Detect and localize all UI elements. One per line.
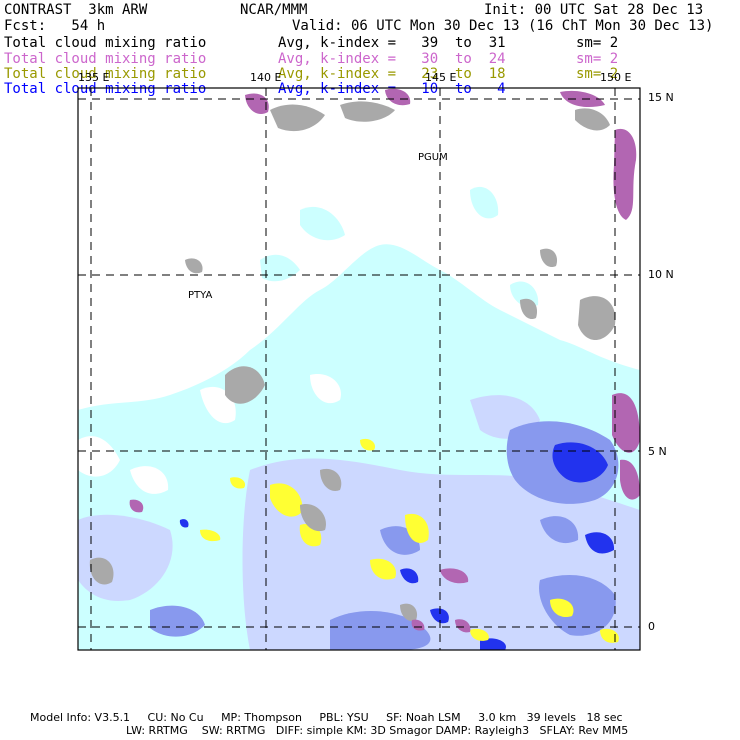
deep-blue-cloud-layer	[179, 442, 615, 650]
lon-label-145e: 145 E	[425, 71, 457, 84]
model-info-line: Model Info: V3.5.1 CU: No Cu MP: Thompso…	[30, 711, 623, 724]
map-frame	[77, 87, 641, 651]
legend-stat-3: Avg, k-index = 23 to 18	[278, 66, 506, 82]
init-time: Init: 00 UTC Sat 28 Dec 13	[484, 2, 704, 18]
lon-label-135e: 135 E	[78, 71, 110, 84]
valid-time: Valid: 06 UTC Mon 30 Dec 13 (16 ChT Mon …	[292, 18, 714, 34]
graticule	[78, 88, 640, 650]
legend-stat-1: Avg, k-index = 39 to 31	[278, 35, 506, 51]
lat-label-10n: 10 N	[648, 268, 674, 281]
legend-sm-1: sm= 2	[576, 35, 619, 51]
legend-sm-3: sm= 2	[576, 66, 619, 82]
yellow-cloud-layer	[200, 438, 619, 643]
legend-field-4: Total cloud mixing ratio	[4, 81, 207, 97]
lat-label-15n: 15 N	[648, 91, 674, 104]
legend-sm-2: sm= 2	[576, 51, 619, 67]
legend-field-2: Total cloud mixing ratio	[4, 51, 207, 67]
station-pgum: PGUM	[418, 152, 448, 163]
legend-field-1: Total cloud mixing ratio	[4, 35, 207, 51]
gray-cloud-layer	[89, 101, 616, 622]
lat-label-5n: 5 N	[648, 445, 667, 458]
magenta-cloud-layer	[129, 88, 640, 633]
org-label: NCAR/MMM	[240, 2, 308, 18]
model-title: CONTRAST 3km ARW	[4, 2, 148, 18]
physics-info-line: LW: RRTMG SW: RRTMG DIFF: simple KM: 3D …	[126, 724, 629, 737]
legend-stat-4: Avg, k-index = 10 to 4	[278, 81, 506, 97]
lon-label-150e: 150 E	[600, 71, 632, 84]
legend-field-3: Total cloud mixing ratio	[4, 66, 207, 82]
lat-label-0: 0	[648, 620, 655, 633]
lon-label-140e: 140 E	[250, 71, 282, 84]
station-ptya: PTYA	[188, 290, 213, 301]
legend-stat-2: Avg, k-index = 30 to 24	[278, 51, 506, 67]
forecast-hour: Fcst: 54 h	[4, 18, 106, 34]
